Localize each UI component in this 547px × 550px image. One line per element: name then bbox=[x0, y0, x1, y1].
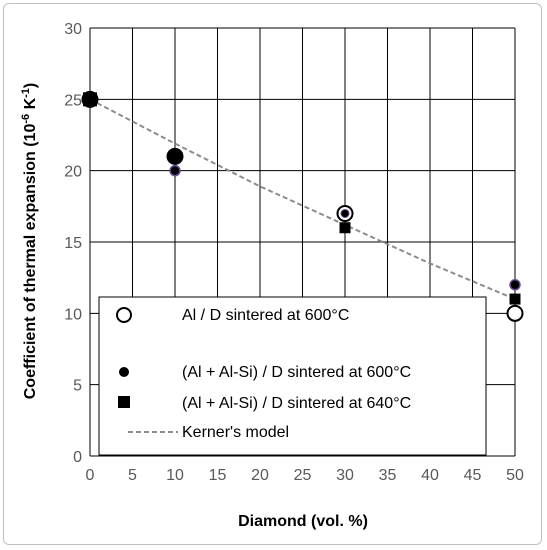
x-tick-label: 25 bbox=[294, 467, 312, 484]
point-filled-circle-overlay bbox=[340, 208, 350, 218]
point-open-circle bbox=[506, 304, 524, 322]
y-tick-label: 20 bbox=[64, 164, 82, 181]
y-axis-title-mid: K bbox=[22, 97, 39, 113]
legend-box bbox=[98, 296, 487, 456]
point-open-circle bbox=[166, 147, 184, 165]
x-tick-label: 0 bbox=[86, 467, 95, 484]
legend-label-alsi-d-640: (Al + Al-Si) / D sintered at 640°C bbox=[182, 395, 411, 412]
point-filled-circle bbox=[169, 164, 181, 177]
y-axis-title: Coefficient of thermal expansion (10-6 K… bbox=[20, 83, 39, 400]
kerner-model-series bbox=[89, 98, 516, 300]
x-tick-labels: 0 5 10 15 20 25 30 35 40 45 50 bbox=[86, 467, 524, 484]
legend-marker-filled-circle bbox=[119, 367, 129, 377]
x-tick-label: 35 bbox=[379, 467, 397, 484]
x-axis-title: Diamond (vol. %) bbox=[238, 513, 368, 530]
legend-marker-filled-square bbox=[118, 396, 130, 408]
y-tick-label: 30 bbox=[64, 21, 82, 38]
legend-label-al-d-600: Al / D sintered at 600°C bbox=[182, 307, 349, 324]
x-tick-label: 40 bbox=[421, 467, 439, 484]
point-filled-square bbox=[509, 293, 521, 305]
x-tick-label: 30 bbox=[336, 467, 354, 484]
data-markers bbox=[81, 90, 524, 322]
y-axis-title-sup2: -1 bbox=[20, 88, 32, 98]
legend: Al / D sintered at 600°C (Al + Al-Si) / … bbox=[98, 296, 487, 456]
point-filled-square bbox=[339, 222, 351, 234]
x-tick-label: 50 bbox=[506, 467, 524, 484]
y-tick-label: 15 bbox=[64, 235, 82, 252]
y-tick-label: 25 bbox=[64, 92, 82, 109]
legend-label-alsi-d-600: (Al + Al-Si) / D sintered at 600°C bbox=[182, 364, 411, 381]
legend-label-kerner: Kerner's model bbox=[182, 424, 289, 441]
x-tick-label: 45 bbox=[464, 467, 482, 484]
x-tick-label: 15 bbox=[209, 467, 227, 484]
y-tick-label: 5 bbox=[73, 378, 82, 395]
kerner-model-line bbox=[89, 98, 516, 300]
point-open-circle bbox=[81, 90, 99, 108]
y-tick-label: 10 bbox=[64, 306, 82, 323]
y-axis-title-sup1: -6 bbox=[20, 114, 32, 124]
y-tick-labels: 0 5 10 15 20 25 30 bbox=[64, 21, 82, 466]
point-filled-circle bbox=[509, 279, 521, 291]
x-tick-label: 10 bbox=[166, 467, 184, 484]
legend-marker-open-circle bbox=[116, 307, 132, 323]
y-axis-title-end: ) bbox=[22, 83, 39, 88]
x-tick-label: 20 bbox=[251, 467, 269, 484]
y-axis-title-main: Coefficient of thermal expansion (10 bbox=[22, 124, 39, 400]
x-tick-label: 5 bbox=[128, 467, 137, 484]
y-tick-label: 0 bbox=[73, 449, 82, 466]
